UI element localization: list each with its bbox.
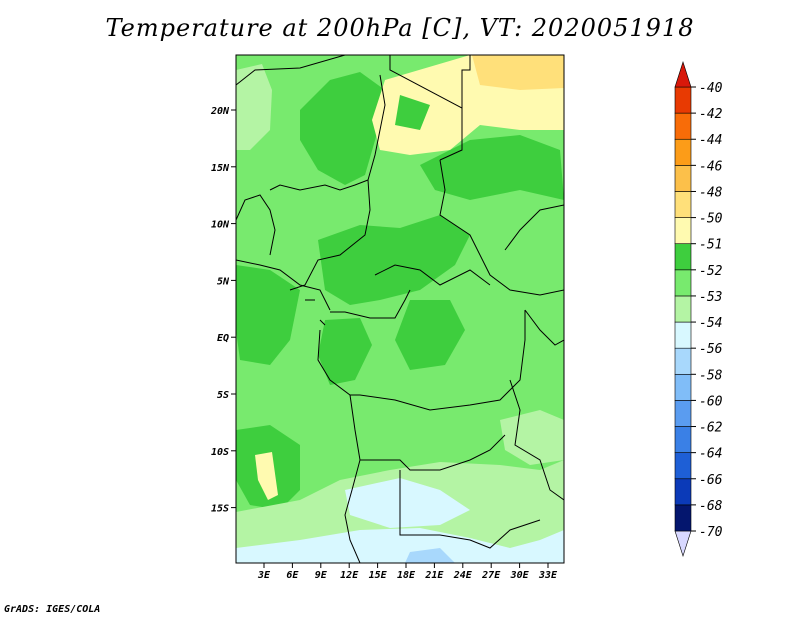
colorbar-swatch bbox=[674, 373, 692, 401]
lon-label: 18E bbox=[397, 570, 416, 581]
colorbar-label: -66 bbox=[699, 473, 723, 488]
lat-label: 15S bbox=[211, 504, 229, 515]
lon-label: 30E bbox=[510, 570, 530, 581]
colorbar: -70 -68 -66 -64 -62 -60 -58 -56 -54 -53 -52 -51 -50 -… bbox=[674, 61, 723, 557]
lon-label: 6E bbox=[286, 570, 299, 581]
border-angola-zambia bbox=[360, 434, 506, 471]
border-ethiopia bbox=[504, 204, 564, 251]
colorbar-swatch bbox=[674, 426, 692, 453]
colorbar-swatch bbox=[674, 112, 692, 140]
field-patch-chad bbox=[395, 95, 430, 130]
border-niger bbox=[269, 74, 386, 191]
border-nigeria bbox=[289, 179, 371, 291]
colorbar-swatch bbox=[674, 478, 692, 506]
colorbar-label: -51 bbox=[699, 238, 722, 253]
field-patch-gabon bbox=[318, 318, 372, 385]
longitude-axis: 3E 6E 9E 12E 15E 18E 21E 24E 27E 30E 33E bbox=[257, 563, 558, 581]
field-patch-sudan bbox=[420, 135, 564, 200]
lon-label: 3E bbox=[257, 570, 271, 581]
country-borders bbox=[236, 55, 564, 563]
colorbar-label: -52 bbox=[699, 264, 723, 279]
lat-label: 10S bbox=[211, 447, 229, 458]
coast-gulf bbox=[236, 259, 331, 311]
colorbar-label: -44 bbox=[699, 133, 722, 148]
colorbar-label: -54 bbox=[699, 316, 722, 331]
lat-label: 5S bbox=[217, 390, 229, 401]
colorbar-swatch bbox=[674, 452, 692, 480]
colorbar-swatch bbox=[674, 347, 692, 375]
border-namibia-botswana bbox=[399, 470, 541, 549]
latitude-axis: 20N 15N 10N 5N EQ 5S 10S 15S bbox=[210, 106, 236, 515]
map-title: Temperature at 200hPa [C], VT: 202005191… bbox=[105, 14, 695, 42]
coast-islands bbox=[305, 299, 326, 326]
border-westafrica bbox=[236, 194, 276, 256]
coast-angola bbox=[344, 394, 361, 563]
colorbar-swatch bbox=[674, 191, 692, 218]
field-patch-warmer bbox=[472, 55, 564, 90]
colorbar-swatch bbox=[674, 400, 692, 427]
field-patch-light-se bbox=[500, 410, 564, 465]
lat-label: 15N bbox=[211, 163, 230, 174]
colorbar-arrow-low bbox=[674, 530, 692, 557]
colorbar-swatch bbox=[674, 243, 692, 271]
colorbar-label: -60 bbox=[699, 394, 723, 409]
colorbar-label: -64 bbox=[699, 447, 722, 462]
lon-label: 15E bbox=[369, 570, 388, 581]
field-patch-cold-2 bbox=[405, 548, 455, 563]
lat-label: 5N bbox=[217, 276, 230, 287]
border-car bbox=[374, 264, 491, 286]
field-patch-congo bbox=[395, 300, 465, 370]
plot-frame bbox=[235, 54, 565, 564]
field-patch-gulf bbox=[236, 265, 300, 365]
colorbar-label: -42 bbox=[699, 107, 723, 122]
colorbar-swatch bbox=[674, 504, 692, 532]
grads-credit: GrADS: IGES/COLA bbox=[4, 604, 101, 615]
border-kenya bbox=[524, 309, 564, 346]
colorbar-label: -40 bbox=[699, 81, 723, 96]
field-patch-warm-atlantic bbox=[255, 452, 278, 500]
colorbar-label: -62 bbox=[699, 421, 723, 436]
border-cameroon-gabon bbox=[330, 289, 411, 319]
colorbar-label: -53 bbox=[699, 290, 722, 305]
colorbar-swatch bbox=[674, 321, 692, 349]
lon-label: 12E bbox=[340, 570, 359, 581]
colorbar-arrow-high bbox=[674, 61, 692, 88]
colorbar-label: -46 bbox=[699, 159, 723, 174]
colorbar-swatch bbox=[674, 269, 692, 297]
colorbar-swatch bbox=[674, 138, 692, 166]
lat-label: 10N bbox=[211, 220, 230, 231]
border-sudan bbox=[439, 159, 564, 296]
lon-label: 24E bbox=[453, 570, 473, 581]
lat-label: EQ bbox=[217, 333, 229, 344]
colorbar-label: -68 bbox=[699, 499, 723, 514]
colorbar-swatch bbox=[674, 295, 692, 323]
colorbar-swatch bbox=[674, 165, 692, 192]
lon-label: 9E bbox=[315, 570, 328, 581]
field-patch-light-nw bbox=[236, 64, 272, 150]
colorbar-swatch bbox=[674, 217, 692, 245]
border-tanzania-moz bbox=[509, 379, 564, 501]
border-drc bbox=[317, 310, 526, 411]
colorbar-label: -48 bbox=[699, 185, 723, 200]
lon-label: 21E bbox=[424, 570, 444, 581]
colorbar-label: -50 bbox=[699, 212, 723, 227]
field-patch-sahara bbox=[300, 72, 385, 185]
lon-label: 33E bbox=[538, 570, 558, 581]
colorbar-label: -70 bbox=[699, 525, 723, 540]
lon-label: 27E bbox=[481, 570, 501, 581]
field-patch-central bbox=[318, 215, 470, 305]
field-band-cold bbox=[236, 528, 564, 563]
field-patch-cold-1 bbox=[345, 478, 470, 528]
border-egypt bbox=[461, 55, 471, 108]
colorbar-label: -56 bbox=[699, 342, 723, 357]
colorbar-swatch bbox=[674, 86, 692, 114]
border-algeria bbox=[236, 55, 346, 86]
colorbar-label: -58 bbox=[699, 368, 723, 383]
lat-label: 20N bbox=[210, 106, 230, 117]
